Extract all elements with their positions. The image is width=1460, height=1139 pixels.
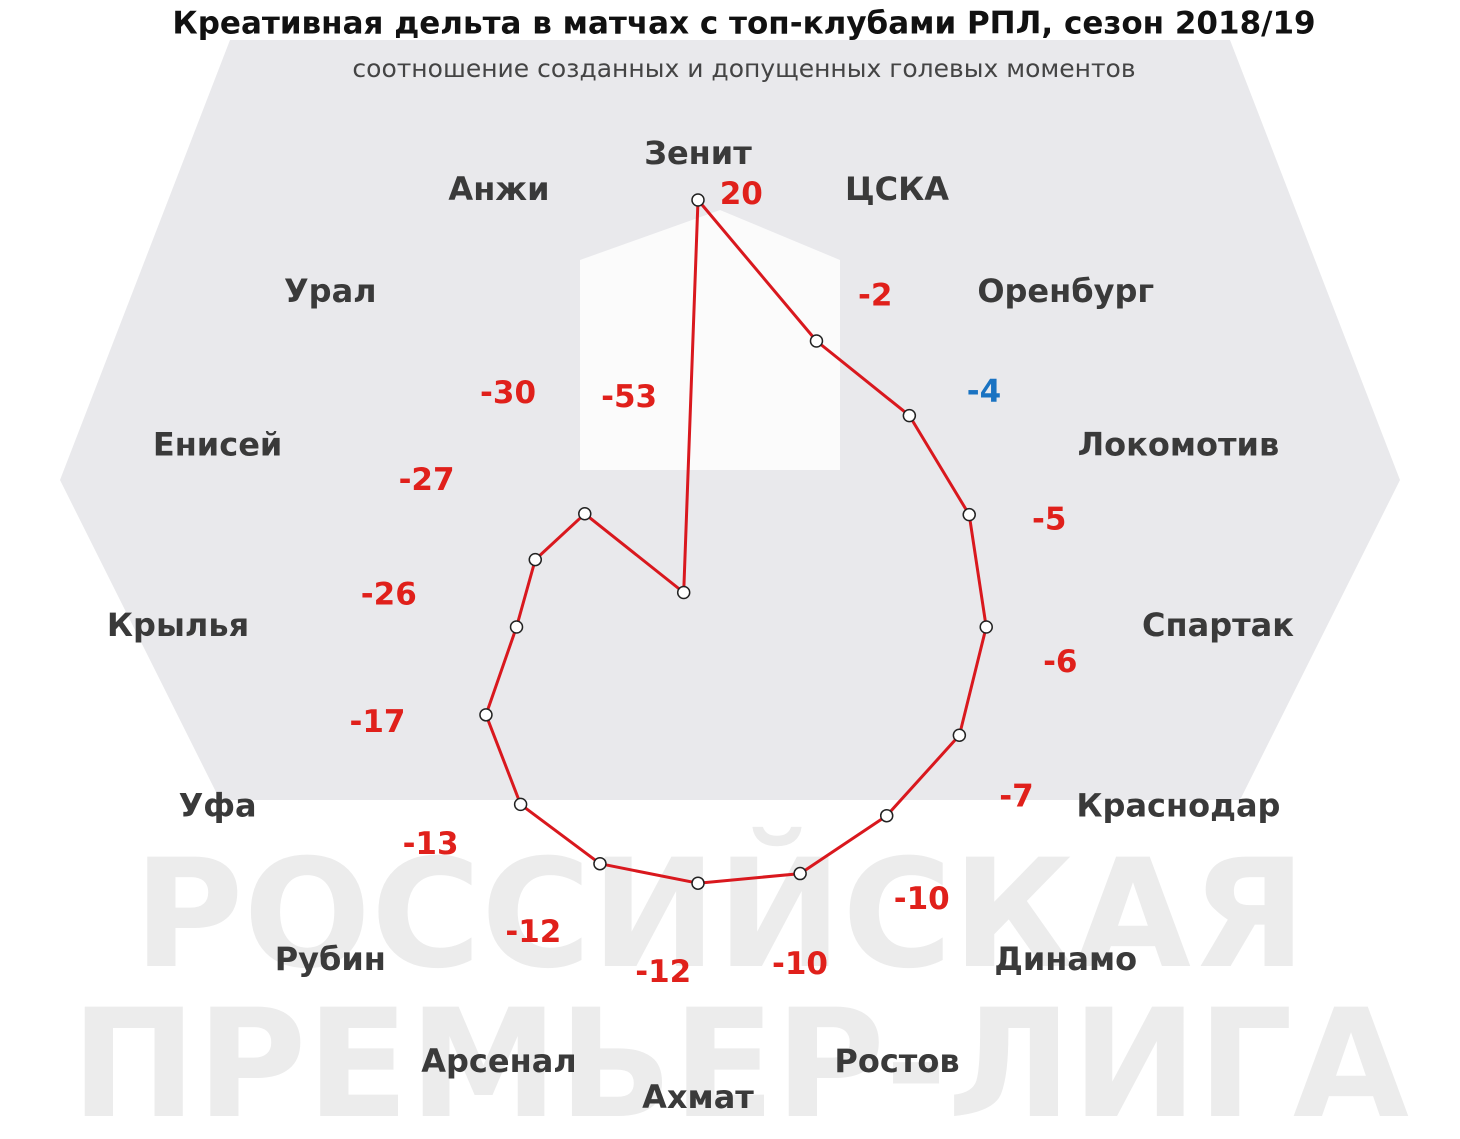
value-label: -7 bbox=[999, 778, 1033, 814]
data-point bbox=[952, 728, 967, 743]
value-label: -26 bbox=[361, 576, 417, 612]
value-label: -2 bbox=[858, 277, 892, 313]
data-point bbox=[691, 876, 705, 890]
data-point bbox=[593, 856, 607, 871]
watermark: ПРЕМЬЕР-ЛИГА bbox=[71, 978, 1409, 1139]
category-label: Рубин bbox=[275, 940, 386, 978]
value-label: -12 bbox=[635, 954, 691, 990]
category-label: Уфа bbox=[179, 787, 257, 825]
category-label: Динамо bbox=[994, 940, 1137, 978]
data-point bbox=[479, 708, 493, 722]
data-point bbox=[691, 193, 705, 207]
watermark: РОССИЙСКАЯ bbox=[134, 827, 1307, 1002]
value-label: -12 bbox=[505, 914, 561, 950]
category-label: Зенит bbox=[644, 134, 752, 172]
category-label: Оренбург bbox=[977, 272, 1154, 310]
category-label: Арсенал bbox=[421, 1042, 576, 1080]
value-label: -13 bbox=[403, 826, 459, 862]
category-label: Ростов bbox=[834, 1042, 959, 1080]
value-label: -4 bbox=[967, 374, 1001, 410]
data-point bbox=[902, 408, 917, 423]
data-point bbox=[578, 507, 592, 521]
value-label: 20 bbox=[720, 176, 763, 212]
data-point bbox=[528, 552, 543, 567]
data-point bbox=[793, 866, 807, 881]
category-label: Спартак bbox=[1142, 606, 1294, 644]
category-label: Ахмат bbox=[642, 1078, 754, 1116]
value-label: -53 bbox=[601, 379, 657, 415]
category-label: Урал bbox=[284, 272, 377, 310]
data-point bbox=[513, 797, 528, 812]
value-label: -5 bbox=[1032, 502, 1066, 538]
data-point bbox=[809, 334, 824, 348]
data-point bbox=[676, 585, 691, 600]
category-label: Краснодар bbox=[1076, 787, 1280, 825]
data-point bbox=[962, 507, 976, 522]
value-label: -30 bbox=[480, 375, 536, 411]
category-label: Анжи bbox=[448, 170, 549, 208]
value-label: -10 bbox=[772, 946, 828, 982]
value-label: -27 bbox=[399, 462, 455, 498]
value-label: -6 bbox=[1043, 644, 1077, 680]
value-label: -10 bbox=[894, 881, 950, 917]
chart-subtitle: соотношение созданных и допущенных голев… bbox=[352, 54, 1135, 83]
background-logo bbox=[60, 40, 1400, 800]
category-label: Крылья bbox=[107, 606, 249, 644]
category-label: ЦСКА bbox=[845, 170, 949, 208]
category-label: Енисей bbox=[153, 425, 282, 463]
chart-title: Креативная дельта в матчах с топ-клубами… bbox=[172, 6, 1315, 42]
data-point bbox=[509, 620, 524, 634]
logo-house bbox=[580, 210, 840, 470]
category-label: Локомотив bbox=[1078, 425, 1280, 463]
data-point bbox=[879, 808, 894, 823]
value-label: -17 bbox=[349, 704, 405, 740]
data-point bbox=[979, 620, 993, 634]
